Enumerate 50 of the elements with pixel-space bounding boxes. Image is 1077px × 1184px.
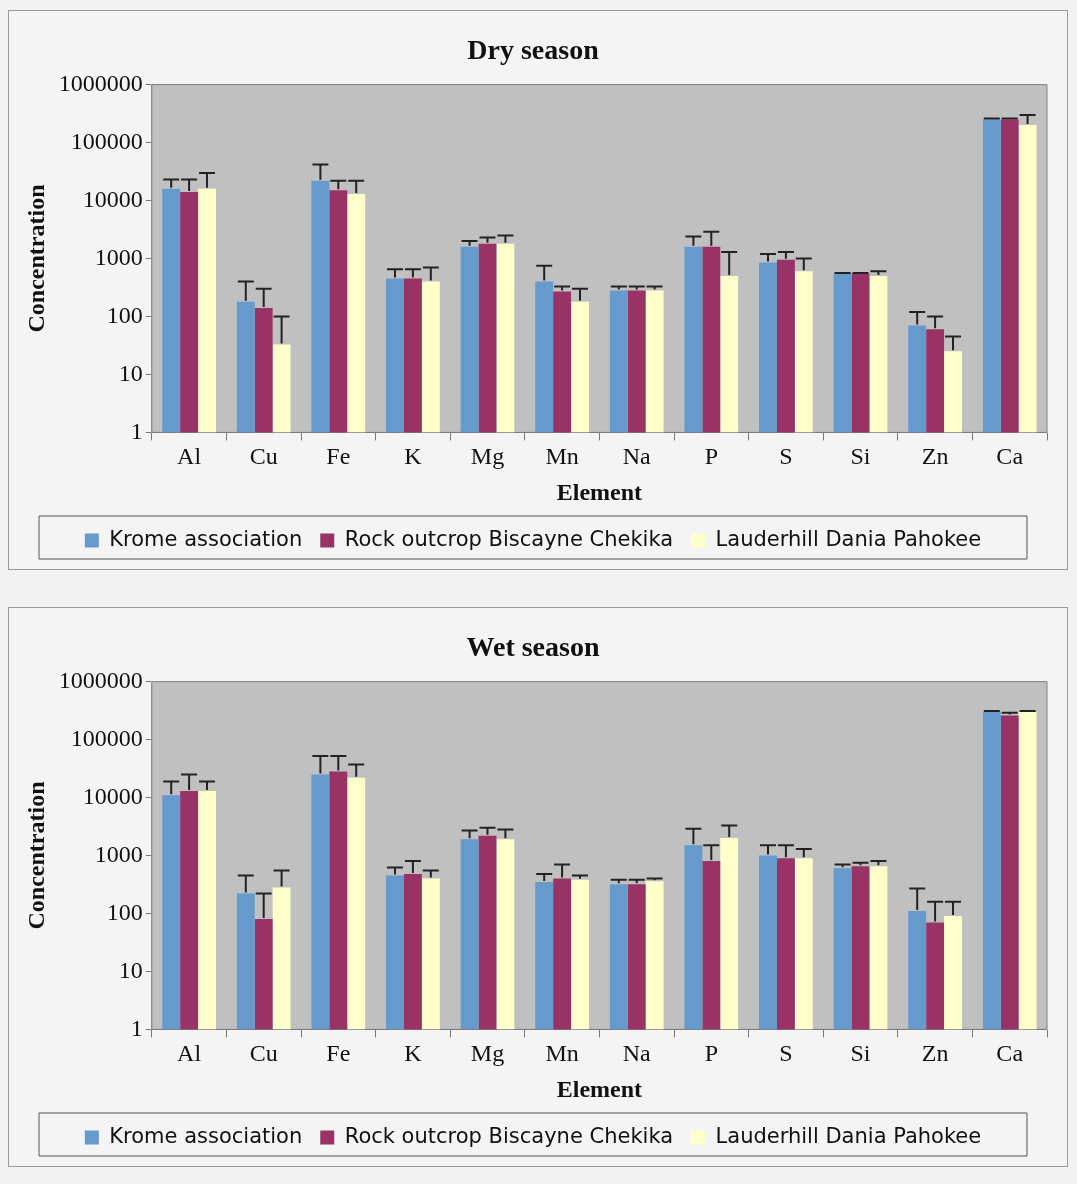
x-tick-label: Ca (996, 443, 1024, 470)
y-tick-label: 100000 (70, 724, 143, 751)
legend-label: Krome association (109, 526, 303, 551)
x-tick-label: Na (622, 443, 652, 470)
x-tick-label: K (404, 1040, 423, 1067)
x-tick-label: P (704, 443, 718, 470)
y-axis-title: Concentration (22, 781, 49, 930)
y-tick-label: 10 (118, 956, 143, 983)
y-axis-title: Concentration (22, 184, 49, 333)
x-tick-label: S (779, 443, 793, 470)
x-tick-label: Cu (249, 1040, 278, 1067)
x-tick-label: Mn (545, 1040, 579, 1067)
legend-label: Lauderhill Dania Pahokee (715, 526, 982, 551)
x-tick-label: Si (850, 443, 871, 470)
y-tick-label: 10000 (82, 185, 143, 212)
y-tick-label: 100 (106, 898, 143, 925)
y-tick-label: 1000 (94, 243, 143, 270)
x-tick-label: Mn (545, 443, 579, 470)
x-tick-label: K (404, 443, 423, 470)
x-tick-label: Si (850, 1040, 871, 1067)
legend-label: Krome association (109, 1123, 303, 1148)
x-tick-label: Ca (996, 1040, 1024, 1067)
x-tick-label: Al (177, 443, 202, 470)
x-tick-label: Mg (470, 443, 505, 470)
x-axis-title: Element (556, 1075, 643, 1102)
y-tick-label: 1000000 (58, 666, 143, 693)
y-tick-label: 1 (130, 417, 143, 444)
legend-label: Lauderhill Dania Pahokee (715, 1123, 982, 1148)
y-tick-label: 1000 (94, 840, 143, 867)
x-tick-label: Zn (921, 443, 949, 470)
x-tick-label: P (704, 1040, 718, 1067)
x-tick-label: Mg (470, 1040, 505, 1067)
x-tick-label: Zn (921, 1040, 949, 1067)
legend-label: Rock outcrop Biscayne Chekika (344, 1123, 674, 1148)
chart-title: Wet season (466, 631, 600, 663)
y-tick-label: 100000 (70, 127, 143, 154)
y-tick-label: 1000000 (58, 69, 143, 96)
chart-title: Dry season (467, 34, 600, 66)
y-tick-label: 10 (118, 359, 143, 386)
x-tick-label: Na (622, 1040, 652, 1067)
x-axis-title: Element (556, 478, 643, 505)
x-tick-label: Fe (326, 443, 351, 470)
x-tick-label: Fe (326, 1040, 351, 1067)
y-tick-label: 1 (130, 1014, 143, 1041)
y-tick-label: 100 (106, 301, 143, 328)
y-tick-label: 10000 (82, 782, 143, 809)
x-tick-label: Cu (249, 443, 278, 470)
legend-label: Rock outcrop Biscayne Chekika (344, 526, 674, 551)
x-tick-label: Al (177, 1040, 202, 1067)
x-tick-label: S (779, 1040, 793, 1067)
